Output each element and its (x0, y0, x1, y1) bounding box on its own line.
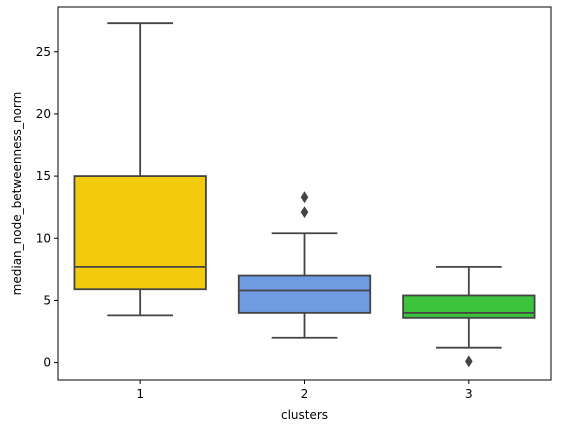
box-iqr (237, 274, 372, 314)
x-tick-label: 1 (136, 387, 144, 401)
y-tick-label: 0 (43, 356, 51, 370)
y-axis-label: median_node_betweenness_norm (10, 92, 24, 296)
outlier-point (300, 191, 309, 204)
box-group-2 (237, 191, 372, 339)
y-tick-label: 10 (36, 231, 51, 245)
y-tick-label: 20 (36, 107, 51, 121)
box-group-1 (73, 22, 207, 317)
x-axis-label: clusters (281, 408, 328, 422)
y-axis: 0 5 10 15 20 25 (36, 45, 58, 370)
y-tick-label: 5 (43, 293, 51, 307)
x-axis: 1 2 3 (136, 380, 473, 401)
x-tick-label: 3 (465, 387, 473, 401)
outlier-point (465, 355, 473, 368)
boxes-layer (73, 22, 536, 368)
x-tick-label: 2 (301, 387, 309, 401)
y-tick-label: 15 (36, 169, 51, 183)
box-iqr (402, 294, 536, 319)
y-tick-label: 25 (36, 45, 51, 59)
outlier-point (300, 206, 309, 219)
box-iqr (73, 175, 207, 291)
box-group-3 (402, 265, 536, 368)
